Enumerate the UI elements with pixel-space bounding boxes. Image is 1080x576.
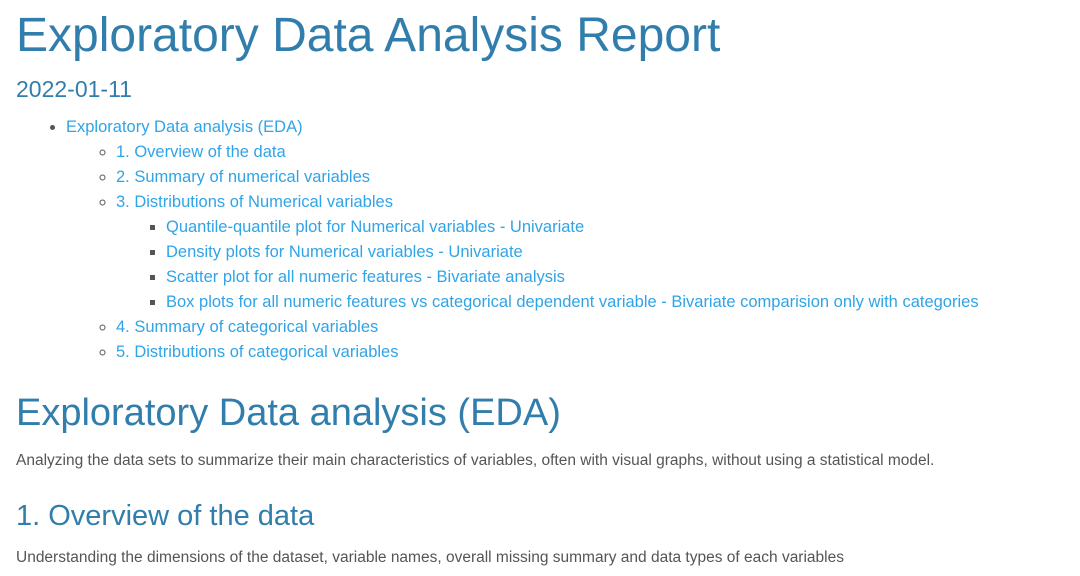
table-of-contents: Exploratory Data analysis (EDA) 1. Overv…	[0, 115, 979, 365]
toc-link-density-plots[interactable]: Density plots for Numerical variables - …	[166, 243, 523, 261]
toc-link-eda[interactable]: Exploratory Data analysis (EDA)	[66, 118, 303, 136]
toc-link-box-plots[interactable]: Box plots for all numeric features vs ca…	[166, 293, 979, 311]
toc-item: 5. Distributions of categorical variable…	[116, 340, 979, 365]
report-date: 2022-01-11	[16, 76, 132, 102]
toc-item: 1. Overview of the data	[116, 140, 979, 165]
toc-item: Quantile-quantile plot for Numerical var…	[166, 215, 979, 240]
section-description: Analyzing the data sets to summarize the…	[16, 452, 935, 469]
toc-link-categorical-summary[interactable]: 4. Summary of categorical variables	[116, 318, 379, 336]
section-heading-eda: Exploratory Data analysis (EDA)	[16, 392, 561, 434]
toc-item: Density plots for Numerical variables - …	[166, 240, 979, 265]
toc-item: Exploratory Data analysis (EDA) 1. Overv…	[66, 115, 979, 365]
toc-link-overview[interactable]: 1. Overview of the data	[116, 143, 286, 161]
toc-link-numerical-summary[interactable]: 2. Summary of numerical variables	[116, 168, 371, 186]
subsection-description: Understanding the dimensions of the data…	[16, 549, 844, 566]
toc-link-scatter-plot[interactable]: Scatter plot for all numeric features - …	[166, 268, 565, 286]
toc-link-categorical-distributions[interactable]: 5. Distributions of categorical variable…	[116, 343, 399, 361]
toc-item: Box plots for all numeric features vs ca…	[166, 290, 979, 315]
toc-item: 3. Distributions of Numerical variables …	[116, 190, 979, 315]
toc-item: 4. Summary of categorical variables	[116, 315, 979, 340]
toc-item: Scatter plot for all numeric features - …	[166, 265, 979, 290]
toc-item: 2. Summary of numerical variables	[116, 165, 979, 190]
page-title: Exploratory Data Analysis Report	[16, 9, 721, 62]
toc-link-qq-plot[interactable]: Quantile-quantile plot for Numerical var…	[166, 218, 585, 236]
subsection-heading-overview: 1. Overview of the data	[16, 500, 315, 532]
toc-link-numerical-distributions[interactable]: 3. Distributions of Numerical variables	[116, 193, 393, 211]
